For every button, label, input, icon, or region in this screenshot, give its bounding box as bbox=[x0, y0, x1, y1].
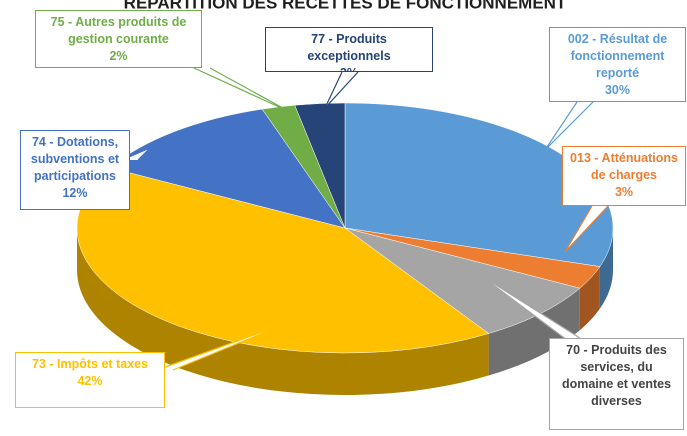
pie-slice bbox=[76, 167, 490, 354]
value-label: 3% bbox=[614, 184, 634, 199]
value-label: 3% bbox=[270, 65, 428, 72]
value-label: 30% bbox=[604, 82, 631, 97]
category-label: 77 - Produits exceptionnels bbox=[307, 32, 391, 63]
category-label: 75 - Autres produits de gestion courante bbox=[50, 15, 187, 46]
callout-pointer bbox=[544, 101, 594, 151]
pie-slice-side bbox=[579, 266, 600, 331]
callout-pointer bbox=[156, 321, 291, 371]
callout-pointer bbox=[564, 205, 609, 253]
value-label: 2% bbox=[109, 48, 128, 63]
label-box: 73 - Impôts et taxes 42% bbox=[15, 352, 165, 408]
data-label: 75 - Autres produits de gestion courante… bbox=[35, 10, 202, 68]
callout-pointer bbox=[193, 67, 291, 113]
data-label: 70 - Produits des services, du domaine e… bbox=[549, 338, 684, 430]
category-label: 70 - Produits des services, du domaine e… bbox=[561, 343, 672, 408]
label-box: 002 - Résultat de fonctionnement reporté… bbox=[549, 27, 686, 102]
pie-slice-side bbox=[77, 228, 489, 395]
data-label: 002 - Résultat de fonctionnement reporté… bbox=[549, 27, 686, 102]
data-label: 74 - Dotations, subventions et participa… bbox=[20, 130, 130, 210]
category-label: 74 - Dotations, subventions et participa… bbox=[30, 135, 120, 183]
pie-slice bbox=[294, 102, 346, 229]
data-label: 77 - Produits exceptionnels 3% bbox=[265, 27, 433, 72]
value-label: 12% bbox=[62, 185, 88, 200]
label-box: 75 - Autres produits de gestion courante… bbox=[35, 10, 202, 68]
category-label: 73 - Impôts et taxes bbox=[31, 357, 148, 371]
label-box: 74 - Dotations, subventions et participa… bbox=[20, 130, 130, 210]
pie-slice bbox=[344, 102, 614, 267]
data-label: 73 - Impôts et taxes 42% bbox=[15, 352, 165, 408]
pie-slice-side bbox=[488, 288, 580, 376]
category-label: 013 - Atténuations de charges bbox=[570, 151, 678, 182]
callout-pointer bbox=[324, 71, 359, 109]
label-box: 70 - Produits des services, du domaine e… bbox=[549, 338, 684, 430]
label-box: 77 - Produits exceptionnels 3% bbox=[265, 27, 433, 72]
chart-title: RÉPARTITION DES RECETTES DE FONCTIONNEME… bbox=[124, 0, 567, 12]
data-label: 013 - Atténuations de charges 3% bbox=[562, 146, 686, 206]
value-label: 42% bbox=[77, 373, 103, 388]
callout-pointer bbox=[479, 274, 584, 341]
pie-tops bbox=[76, 102, 614, 354]
category-label: 002 - Résultat de fonctionnement reporté bbox=[567, 32, 668, 80]
label-box: 013 - Atténuations de charges 3% bbox=[562, 146, 686, 206]
